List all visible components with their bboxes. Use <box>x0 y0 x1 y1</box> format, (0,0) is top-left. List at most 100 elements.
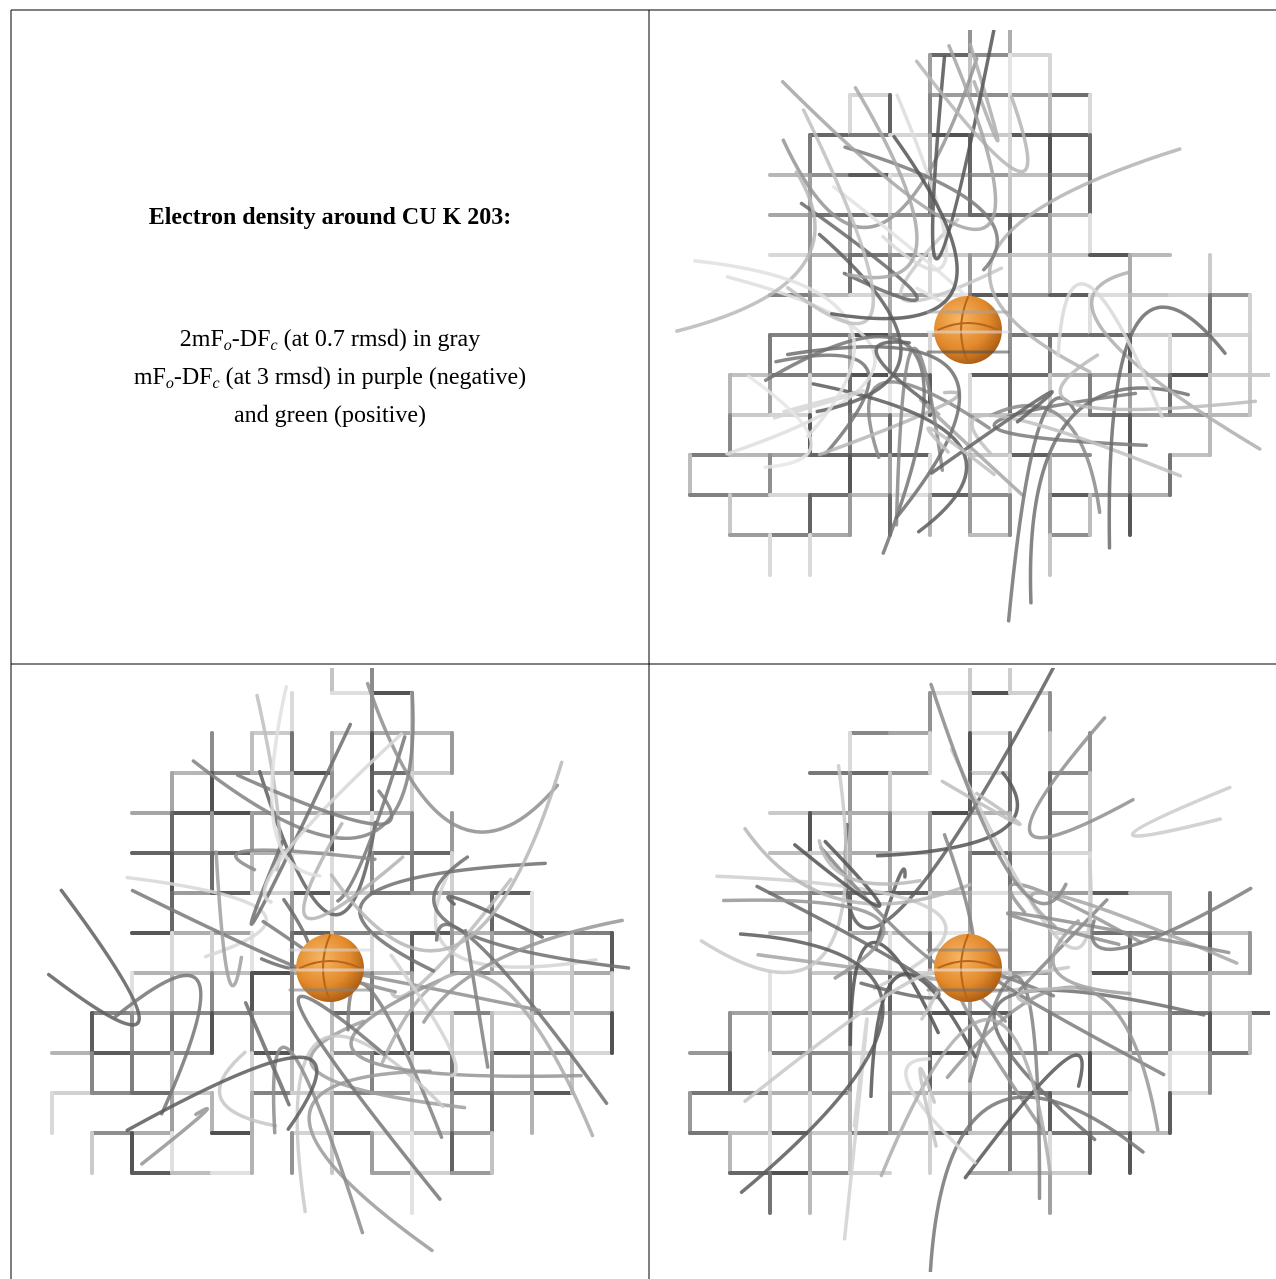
mesh-curve <box>296 994 442 1201</box>
mesh-curve <box>125 1055 319 1132</box>
text-segment: and green (positive) <box>234 402 426 428</box>
mesh-curve <box>234 848 377 872</box>
mesh-curve <box>217 1050 278 1128</box>
mesh-panel <box>688 668 1270 1272</box>
mesh-curve <box>846 86 919 280</box>
mesh-curve <box>746 374 813 469</box>
mesh-curve <box>970 413 1183 478</box>
mesh-curve <box>271 1045 365 1235</box>
figure-description: 2mFo-DFc (at 0.7 rmsd) in gray mFo-DFc (a… <box>11 320 649 434</box>
mesh-curve <box>329 760 564 953</box>
mesh-curve <box>926 426 996 477</box>
atom-sphere <box>934 296 1002 364</box>
mesh-curve <box>1051 919 1132 996</box>
mesh-curve <box>929 682 1068 906</box>
mesh-curve <box>255 693 282 872</box>
mesh-curve <box>235 773 394 826</box>
mesh-curve <box>1005 911 1231 955</box>
mesh-curve <box>945 985 1160 1132</box>
subscript: o <box>165 375 174 392</box>
mesh-curve <box>1008 882 1143 945</box>
mesh-curve <box>125 875 269 959</box>
text-segment: (at 0.7 rmsd) in gray <box>277 326 481 352</box>
mesh-curve <box>432 855 631 970</box>
mesh-curve <box>1029 890 1239 965</box>
mesh-curve <box>1130 785 1232 838</box>
mesh-curve <box>811 382 969 534</box>
text-segment: -DF <box>173 364 213 390</box>
mesh-curve <box>780 44 998 232</box>
mesh-curve <box>755 884 941 1000</box>
mesh-curve <box>815 232 903 414</box>
mesh-curve <box>307 1069 434 1253</box>
mesh-curve <box>918 1066 938 1148</box>
mesh-curve <box>875 771 1020 858</box>
atom-sphere <box>934 934 1002 1002</box>
description-line: 2mFo-DFc (at 0.7 rmsd) in gray <box>11 320 649 358</box>
mesh-curve <box>433 869 598 969</box>
mesh-curve <box>738 932 885 1194</box>
mesh-curve <box>380 970 595 1138</box>
mesh-curve <box>336 735 407 903</box>
mesh-curve <box>930 390 1054 475</box>
mesh-panel <box>46 668 631 1253</box>
mesh-curve <box>873 867 907 951</box>
mesh-curve <box>1056 282 1164 419</box>
mesh-curve <box>434 922 609 1105</box>
mesh-curve <box>881 93 949 272</box>
mesh-panel <box>675 30 1270 623</box>
mesh-curve <box>270 685 322 878</box>
mesh-curve <box>422 918 624 1024</box>
mesh-curve <box>914 59 1030 174</box>
atom-highlight <box>937 296 999 364</box>
text-segment: mF <box>133 364 166 390</box>
mesh-curve <box>743 971 943 1103</box>
subscript: o <box>223 337 232 354</box>
mesh-curve <box>358 861 547 973</box>
atom-highlight <box>937 934 999 1002</box>
mesh-curve <box>904 1057 977 1165</box>
atom-sphere <box>296 934 364 1002</box>
mesh-curve <box>1028 386 1190 605</box>
mesh-curve <box>191 690 415 841</box>
mesh-curve <box>793 839 882 908</box>
mesh-curve <box>919 397 1025 497</box>
mesh-curve <box>743 827 972 906</box>
mesh-curve <box>214 850 244 988</box>
mesh-curve <box>140 1106 209 1166</box>
figure-title: Electron density around CU K 203: <box>148 204 512 230</box>
mesh-curve <box>968 974 1042 1201</box>
mesh-curve <box>928 1095 1145 1272</box>
mesh-curve <box>349 978 583 1079</box>
mesh-curve <box>799 201 919 302</box>
mesh-curve <box>1058 353 1257 412</box>
mesh-curve <box>725 275 877 456</box>
mesh-curve <box>1089 270 1262 451</box>
mesh-curve <box>817 839 922 886</box>
mesh-curve <box>1027 716 1135 840</box>
mesh-curve <box>786 108 876 326</box>
mesh-curve <box>772 389 866 420</box>
mesh-curve <box>874 340 929 404</box>
mesh-curve <box>244 1001 291 1107</box>
mesh-layer <box>46 30 1270 1272</box>
mesh-curve <box>830 135 959 321</box>
mesh-curve <box>987 147 1182 374</box>
mesh-curve <box>988 404 1102 514</box>
mesh-curve <box>693 259 857 439</box>
mesh-curve <box>389 953 458 1078</box>
text-segment: 2mF <box>179 326 224 352</box>
subscript: c <box>212 375 220 392</box>
mesh-curve <box>699 764 848 975</box>
mesh-curve <box>848 940 940 1047</box>
mesh-curve <box>843 145 1000 272</box>
mesh-curve <box>949 747 1093 951</box>
mesh-curve <box>721 898 886 980</box>
description-line: and green (positive) <box>11 396 649 434</box>
description-line: mFo-DFc (at 3 rmsd) in purple (negative) <box>11 358 649 396</box>
text-segment: -DF <box>231 326 271 352</box>
mesh-curve <box>365 681 560 834</box>
text-segment: (at 3 rmsd) in purple (negative) <box>219 364 527 390</box>
